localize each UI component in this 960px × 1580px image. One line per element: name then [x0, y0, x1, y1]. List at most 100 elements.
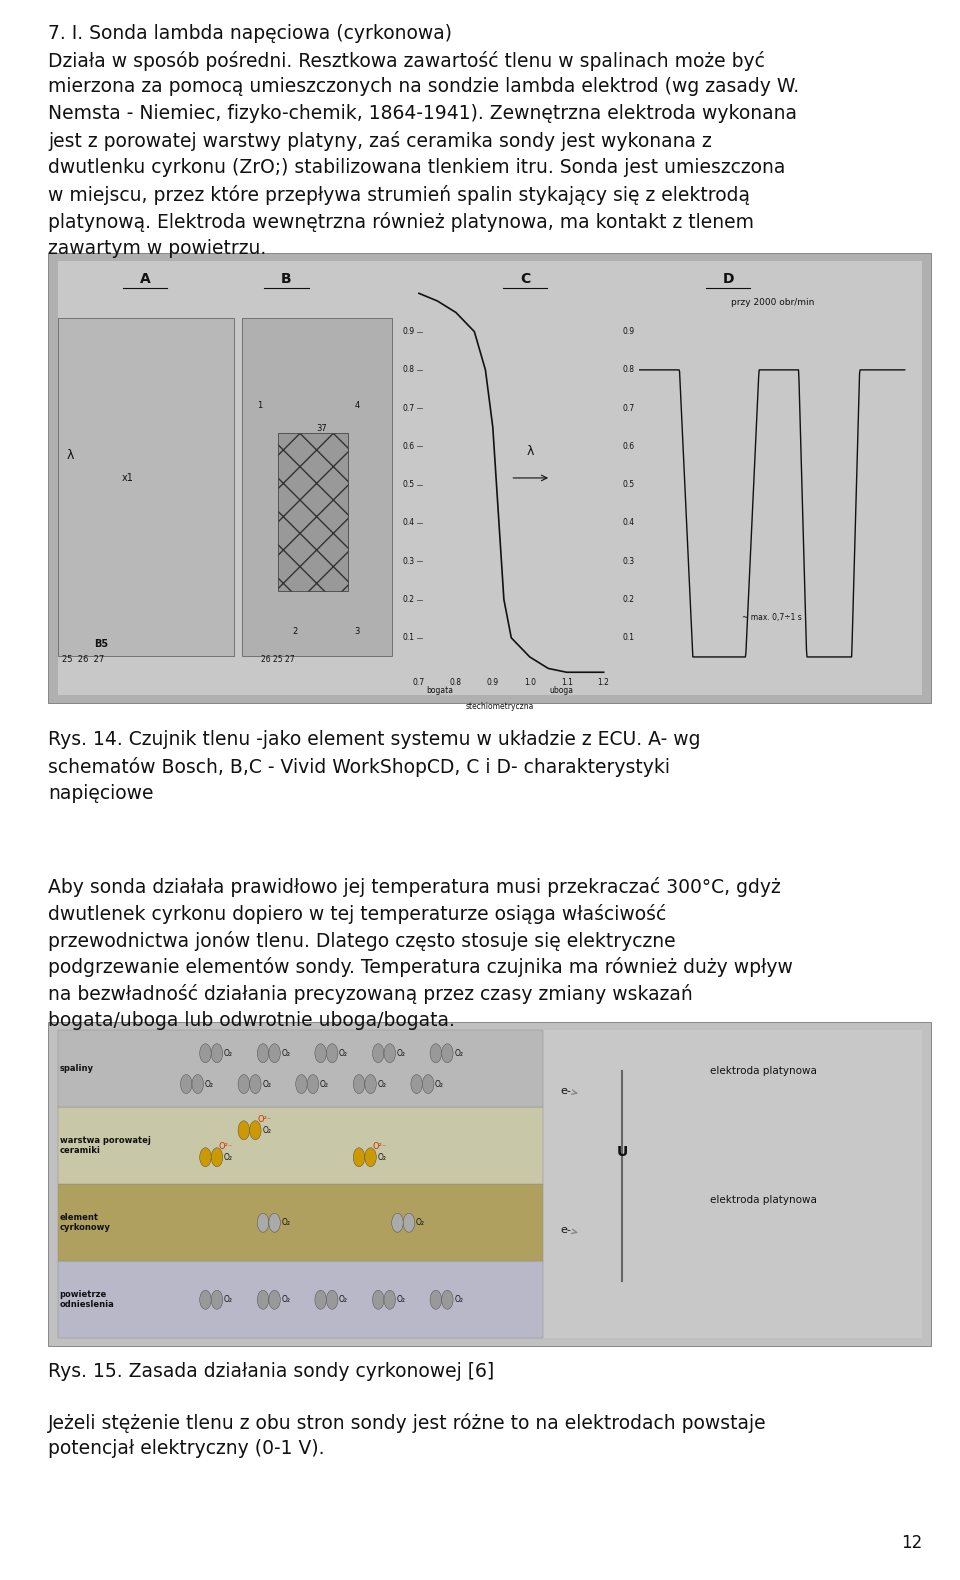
Text: przy 2000 obr/min: przy 2000 obr/min: [731, 299, 814, 307]
Text: na bezwładność działania precyzowaną przez czasy zmiany wskazań: na bezwładność działania precyzowaną prz…: [48, 984, 693, 1005]
Text: 1.0: 1.0: [524, 678, 536, 687]
Text: 0.5: 0.5: [623, 480, 635, 490]
Bar: [242, 318, 393, 656]
Circle shape: [180, 1074, 192, 1093]
Text: 0.3: 0.3: [623, 556, 635, 566]
Circle shape: [257, 1213, 269, 1232]
Text: O₂: O₂: [396, 1296, 406, 1304]
Text: Nemsta - Niemiec, fizyko-chemik, 1864-1941). Zewnętrzna elektroda wykonana: Nemsta - Niemiec, fizyko-chemik, 1864-19…: [48, 104, 797, 123]
Text: potencjał elektryczny (0-1 V).: potencjał elektryczny (0-1 V).: [48, 1439, 324, 1458]
Text: O₂: O₂: [281, 1049, 291, 1057]
Circle shape: [422, 1074, 434, 1093]
Text: O₂: O₂: [416, 1218, 425, 1228]
Text: 0.2: 0.2: [623, 596, 635, 604]
Circle shape: [403, 1213, 415, 1232]
Text: napięciowe: napięciowe: [48, 784, 154, 803]
Text: O₂: O₂: [377, 1079, 387, 1089]
Text: O₂: O₂: [224, 1153, 233, 1161]
Circle shape: [296, 1074, 307, 1093]
Text: 1: 1: [257, 401, 263, 411]
Text: 0.3: 0.3: [402, 556, 414, 566]
Circle shape: [307, 1074, 319, 1093]
Bar: [58, 318, 234, 656]
Text: O₂: O₂: [224, 1296, 233, 1304]
Text: elektroda platynowa: elektroda platynowa: [710, 1066, 817, 1076]
Circle shape: [200, 1044, 211, 1063]
Circle shape: [200, 1291, 211, 1310]
Circle shape: [442, 1044, 453, 1063]
Text: 0.2: 0.2: [402, 596, 414, 604]
Bar: [277, 433, 348, 591]
Bar: [58, 1261, 543, 1338]
Text: O₂: O₂: [396, 1049, 406, 1057]
Circle shape: [411, 1074, 422, 1093]
Circle shape: [384, 1044, 396, 1063]
Text: 4: 4: [354, 401, 360, 411]
Circle shape: [211, 1147, 223, 1166]
Text: D: D: [722, 272, 733, 286]
Text: O₂: O₂: [339, 1049, 348, 1057]
Circle shape: [250, 1074, 261, 1093]
Text: 1.1: 1.1: [561, 678, 572, 687]
Text: O₂: O₂: [262, 1079, 272, 1089]
Circle shape: [353, 1147, 365, 1166]
Text: O²⁻: O²⁻: [372, 1142, 387, 1150]
Circle shape: [238, 1120, 250, 1139]
Text: Działa w sposób pośredni. Resztkowa zawartość tlenu w spalinach może być: Działa w sposób pośredni. Resztkowa zawa…: [48, 51, 765, 71]
Text: C: C: [519, 272, 530, 286]
Circle shape: [372, 1044, 384, 1063]
Text: 0.8: 0.8: [450, 678, 462, 687]
Text: bogata/uboga lub odwrotnie uboga/bogata.: bogata/uboga lub odwrotnie uboga/bogata.: [48, 1011, 455, 1030]
Text: 37: 37: [317, 423, 327, 433]
Text: Rys. 15. Zasada działania sondy cyrkonowej [6]: Rys. 15. Zasada działania sondy cyrkonow…: [48, 1362, 494, 1381]
Text: O²⁻: O²⁻: [257, 1115, 272, 1123]
Circle shape: [257, 1291, 269, 1310]
Text: O₂: O₂: [224, 1049, 233, 1057]
Circle shape: [392, 1213, 403, 1232]
Circle shape: [430, 1291, 442, 1310]
Bar: [58, 1030, 543, 1108]
Text: platynową. Elektroda wewnętrzna również platynowa, ma kontakt z tlenem: platynową. Elektroda wewnętrzna również …: [48, 212, 754, 232]
Circle shape: [315, 1291, 326, 1310]
Text: O₂: O₂: [377, 1153, 387, 1161]
Text: O₂: O₂: [454, 1049, 464, 1057]
FancyBboxPatch shape: [48, 253, 931, 703]
Text: schematów Bosch, B,C - Vivid WorkShopCD, C i D- charakterystyki: schematów Bosch, B,C - Vivid WorkShopCD,…: [48, 757, 670, 777]
Circle shape: [269, 1213, 280, 1232]
Text: Aby sonda działała prawidłowo jej temperatura musi przekraczać 300°C, gdyż: Aby sonda działała prawidłowo jej temper…: [48, 877, 780, 897]
Text: 0.9: 0.9: [487, 678, 499, 687]
Text: 0.5: 0.5: [402, 480, 414, 490]
Text: 26 25 27: 26 25 27: [261, 654, 295, 664]
Circle shape: [372, 1291, 384, 1310]
Bar: [58, 261, 922, 695]
Text: 0.7: 0.7: [623, 403, 635, 412]
Text: 0.7: 0.7: [413, 678, 425, 687]
Text: O₂: O₂: [454, 1296, 464, 1304]
FancyBboxPatch shape: [48, 1022, 931, 1346]
Text: O₂: O₂: [204, 1079, 214, 1089]
Text: A: A: [140, 272, 151, 286]
Text: ~ max. 0,7÷1 s: ~ max. 0,7÷1 s: [742, 613, 803, 623]
Circle shape: [365, 1074, 376, 1093]
Text: jest z porowatej warstwy platyny, zaś ceramika sondy jest wykonana z: jest z porowatej warstwy platyny, zaś ce…: [48, 131, 711, 152]
Text: Rys. 14. Czujnik tlenu -jako element systemu w układzie z ECU. A- wg: Rys. 14. Czujnik tlenu -jako element sys…: [48, 730, 701, 749]
Text: Jeżeli stężenie tlenu z obu stron sondy jest różne to na elektrodach powstaje: Jeżeli stężenie tlenu z obu stron sondy …: [48, 1413, 767, 1433]
Bar: [58, 1108, 543, 1185]
Bar: [58, 1185, 543, 1261]
Text: 0.9: 0.9: [402, 327, 414, 337]
Circle shape: [326, 1044, 338, 1063]
Text: spaliny: spaliny: [60, 1065, 93, 1073]
Text: 1.2: 1.2: [598, 678, 610, 687]
Text: zawartym w powietrzu.: zawartym w powietrzu.: [48, 239, 266, 258]
Circle shape: [442, 1291, 453, 1310]
Circle shape: [430, 1044, 442, 1063]
Text: λ: λ: [527, 446, 535, 458]
Text: warstwa porowatej
ceramiki: warstwa porowatej ceramiki: [60, 1136, 151, 1155]
Text: 7. I. Sonda lambda napęciowa (cyrkonowa): 7. I. Sonda lambda napęciowa (cyrkonowa): [48, 24, 452, 43]
Circle shape: [315, 1044, 326, 1063]
Text: λ: λ: [66, 449, 74, 461]
Text: stechiometryczna: stechiometryczna: [466, 702, 535, 711]
Text: 0.9: 0.9: [623, 327, 635, 337]
Text: x1: x1: [122, 472, 133, 483]
Text: U: U: [616, 1146, 628, 1158]
